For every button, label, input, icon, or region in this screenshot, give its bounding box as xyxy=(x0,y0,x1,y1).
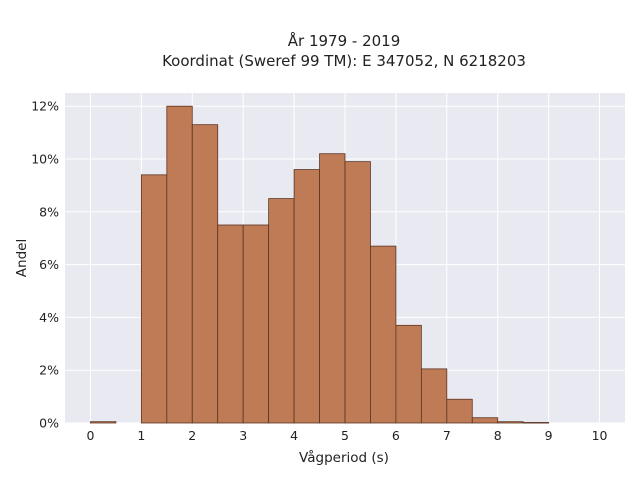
histogram-bar xyxy=(293,169,320,424)
plot-area: 0 1 2 3 4 5 6 7 8 9 10 0% 2% 4% 6% 8% 10% 12% xyxy=(31,93,625,443)
y-tick-label: 4% xyxy=(39,310,59,325)
histogram-bar xyxy=(370,245,397,424)
y-tick-label: 6% xyxy=(39,257,59,272)
x-tick-label: 6 xyxy=(392,428,400,443)
histogram-bar xyxy=(319,153,346,424)
histogram-bar xyxy=(242,224,270,424)
y-tick-label: 2% xyxy=(39,363,59,378)
y-tick-label: 12% xyxy=(31,99,59,114)
x-axis-label: Vågperiod (s) xyxy=(299,449,389,466)
histogram-bar xyxy=(90,421,117,424)
histogram-bar xyxy=(446,398,473,424)
histogram-bar xyxy=(395,324,422,424)
histogram-bar xyxy=(420,368,448,424)
x-tick-label: 10 xyxy=(592,428,608,443)
histogram-bar xyxy=(497,421,524,424)
histogram-bar xyxy=(140,174,168,424)
histogram-bar xyxy=(344,161,371,424)
y-tick-label: 8% xyxy=(39,204,59,219)
histogram-bar xyxy=(217,224,244,424)
histogram-bar xyxy=(166,105,193,424)
y-tick-label: 10% xyxy=(31,152,59,167)
y-axis-label: Andel xyxy=(14,239,30,277)
x-tick-label: 4 xyxy=(290,428,298,443)
x-tick-label: 7 xyxy=(443,428,451,443)
histogram-bar xyxy=(522,422,550,424)
histogram-bar xyxy=(268,198,295,424)
x-tick-label: 9 xyxy=(545,428,553,443)
x-tick-label: 2 xyxy=(188,428,196,443)
histogram-bar xyxy=(191,124,219,424)
x-tick-label: 3 xyxy=(239,428,247,443)
y-tick-label: 0% xyxy=(39,416,59,431)
chart-title-line-2: Koordinat (Sweref 99 TM): E 347052, N 62… xyxy=(162,52,526,70)
x-tick-label: 8 xyxy=(494,428,502,443)
x-tick-label: 0 xyxy=(86,428,94,443)
chart-title-line-1: År 1979 - 2019 xyxy=(288,31,401,50)
x-tick-label: 1 xyxy=(137,428,145,443)
histogram-bar xyxy=(471,417,499,424)
x-tick-label: 5 xyxy=(341,428,349,443)
